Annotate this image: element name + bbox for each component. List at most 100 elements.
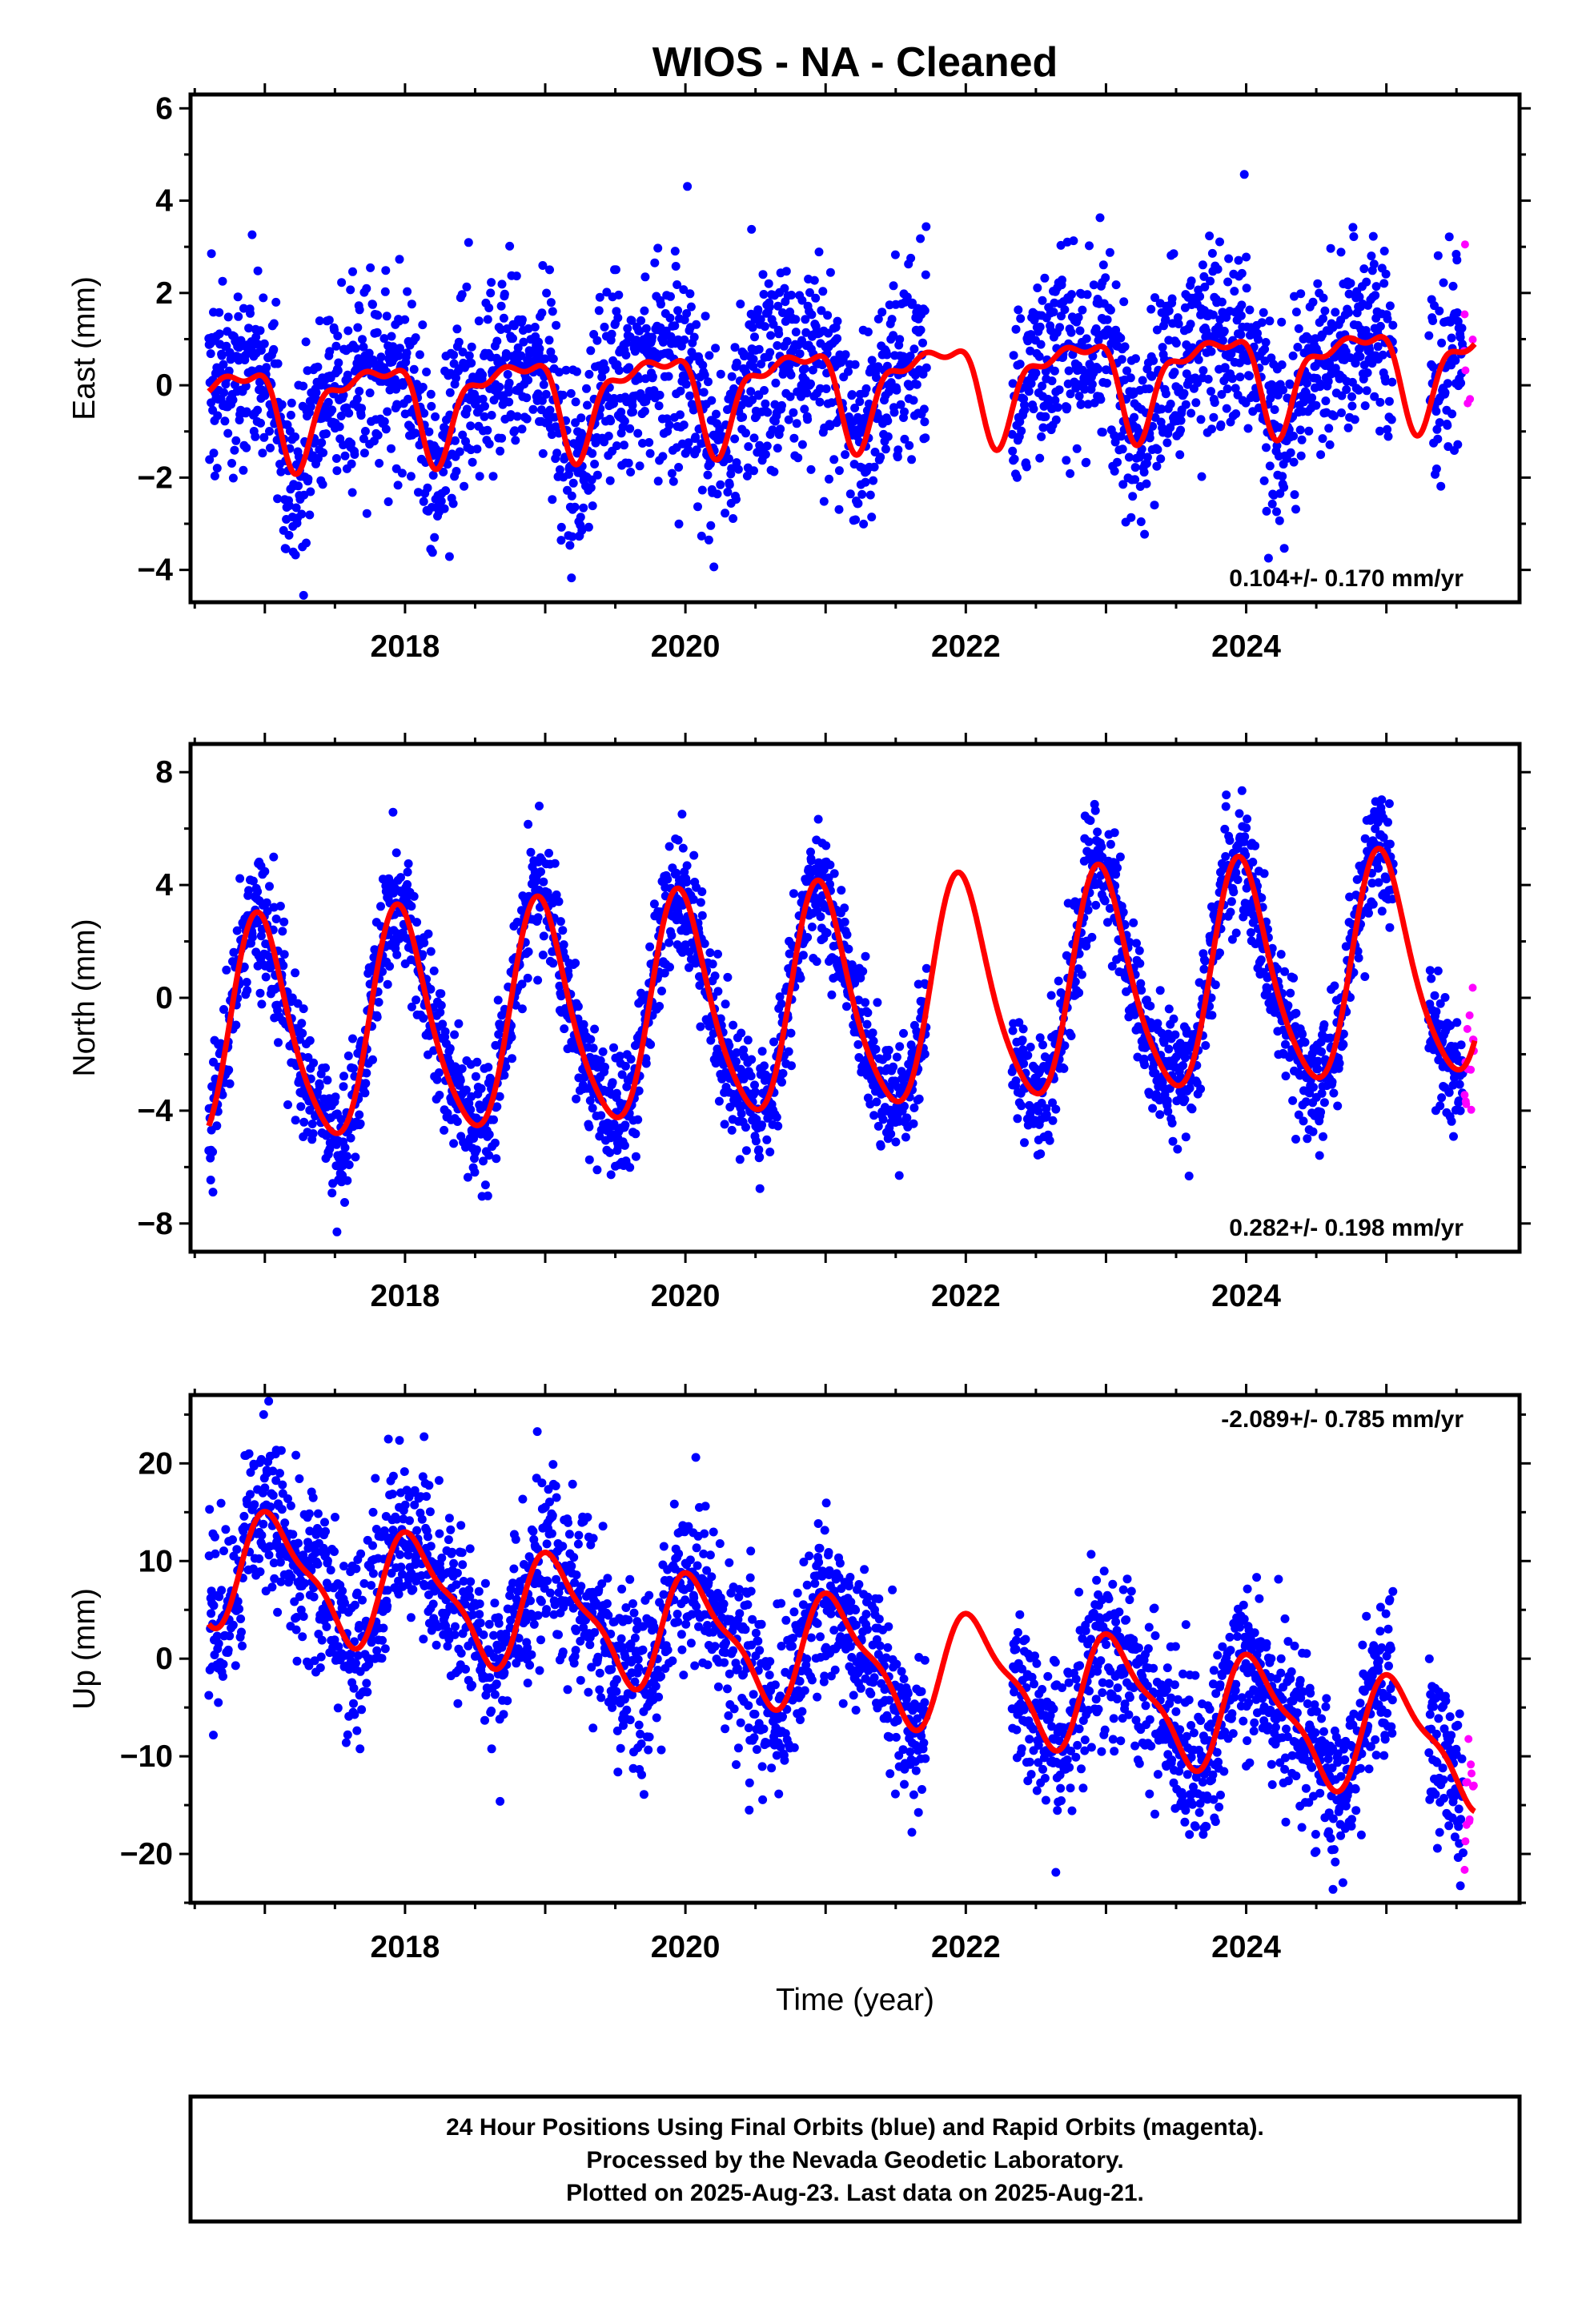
final-orbit-point bbox=[539, 877, 548, 887]
final-orbit-point bbox=[558, 390, 568, 400]
final-orbit-point bbox=[1146, 1001, 1155, 1011]
final-orbit-point bbox=[452, 324, 462, 334]
final-orbit-point bbox=[1435, 306, 1444, 316]
final-orbit-point bbox=[1090, 806, 1100, 815]
final-orbit-point bbox=[1290, 490, 1299, 500]
final-orbit-point bbox=[666, 292, 675, 301]
final-orbit-point bbox=[1319, 314, 1327, 324]
final-orbit-point bbox=[504, 378, 514, 388]
final-orbit-point bbox=[281, 544, 291, 553]
final-orbit-point bbox=[1217, 390, 1227, 399]
final-orbit-point bbox=[812, 957, 821, 967]
final-orbit-point bbox=[665, 842, 674, 851]
final-orbit-point bbox=[821, 384, 831, 393]
final-orbit-point bbox=[335, 422, 344, 432]
final-orbit-point bbox=[920, 1049, 930, 1059]
final-orbit-point bbox=[325, 347, 335, 356]
final-orbit-point bbox=[723, 488, 733, 497]
final-orbit-point bbox=[1207, 1011, 1217, 1020]
final-orbit-point bbox=[212, 464, 222, 473]
final-orbit-point bbox=[255, 988, 265, 998]
final-orbit-point bbox=[741, 1123, 750, 1132]
final-orbit-point bbox=[692, 320, 701, 329]
final-orbit-point bbox=[1194, 355, 1203, 364]
final-orbit-point bbox=[1077, 400, 1086, 408]
final-orbit-point bbox=[550, 412, 560, 422]
final-orbit-point bbox=[594, 306, 604, 316]
final-orbit-point bbox=[212, 1121, 222, 1131]
final-orbit-point bbox=[795, 349, 805, 359]
final-orbit-point bbox=[665, 313, 675, 323]
final-orbit-point bbox=[522, 414, 532, 424]
final-orbit-point bbox=[383, 979, 392, 989]
final-orbit-point bbox=[1023, 1051, 1033, 1060]
final-orbit-point bbox=[573, 1002, 583, 1011]
final-orbit-point bbox=[305, 1035, 315, 1045]
final-orbit-point bbox=[1040, 273, 1050, 283]
final-orbit-point bbox=[1162, 438, 1172, 448]
x-tick-label: 2020 bbox=[651, 629, 721, 664]
final-orbit-point bbox=[1115, 852, 1125, 862]
final-orbit-point bbox=[406, 472, 416, 481]
final-orbit-point bbox=[1174, 320, 1183, 328]
final-orbit-point bbox=[1342, 385, 1351, 394]
final-orbit-point bbox=[418, 383, 428, 392]
final-orbit-point bbox=[1296, 451, 1306, 460]
final-orbit-point bbox=[892, 385, 901, 395]
final-orbit-point bbox=[873, 314, 883, 324]
final-orbit-point bbox=[1046, 991, 1056, 1000]
final-orbit-point bbox=[773, 1121, 783, 1131]
final-orbit-point bbox=[1453, 316, 1463, 326]
rapid-orbit-point bbox=[1466, 395, 1475, 404]
final-orbit-point bbox=[678, 843, 688, 853]
final-orbit-point bbox=[452, 1117, 462, 1126]
final-orbit-point bbox=[1265, 316, 1275, 326]
final-orbit-point bbox=[545, 265, 554, 275]
final-orbit-point bbox=[272, 436, 282, 444]
final-orbit-point bbox=[1279, 483, 1289, 492]
final-orbit-point bbox=[247, 230, 257, 239]
final-orbit-point bbox=[230, 445, 239, 455]
final-orbit-point bbox=[1186, 276, 1196, 286]
final-orbit-point bbox=[208, 1147, 218, 1156]
final-orbit-point bbox=[840, 917, 849, 927]
final-orbit-point bbox=[1152, 461, 1162, 471]
final-orbit-point bbox=[1254, 335, 1263, 344]
final-orbit-point bbox=[362, 283, 371, 293]
final-orbit-point bbox=[404, 859, 413, 868]
final-orbit-point bbox=[451, 436, 460, 445]
final-orbit-point bbox=[877, 308, 887, 317]
final-orbit-point bbox=[760, 322, 769, 332]
final-orbit-point bbox=[787, 1061, 796, 1071]
final-orbit-point bbox=[571, 397, 580, 407]
final-orbit-point bbox=[721, 509, 730, 518]
final-orbit-point bbox=[732, 495, 741, 504]
final-orbit-point bbox=[822, 928, 832, 938]
final-orbit-point bbox=[853, 1039, 863, 1049]
final-orbit-point bbox=[430, 533, 440, 542]
final-orbit-point bbox=[244, 886, 254, 895]
final-orbit-point bbox=[1074, 988, 1084, 998]
x-tick-label: 2018 bbox=[371, 629, 440, 664]
final-orbit-point bbox=[1136, 517, 1146, 526]
final-orbit-point bbox=[1381, 376, 1391, 386]
final-orbit-point bbox=[754, 344, 764, 354]
final-orbit-point bbox=[753, 305, 763, 315]
final-orbit-point bbox=[747, 224, 757, 234]
final-orbit-point bbox=[440, 1125, 449, 1135]
final-orbit-point bbox=[539, 380, 548, 389]
final-orbit-point bbox=[571, 959, 580, 968]
final-orbit-point bbox=[504, 397, 514, 407]
final-orbit-point bbox=[1038, 423, 1048, 432]
final-orbit-point bbox=[360, 427, 370, 436]
final-orbit-point bbox=[426, 389, 436, 399]
final-orbit-point bbox=[1444, 232, 1454, 242]
final-orbit-point bbox=[709, 562, 719, 572]
final-orbit-point bbox=[1361, 326, 1371, 336]
final-orbit-point bbox=[452, 373, 460, 383]
final-orbit-point bbox=[889, 1062, 898, 1072]
final-orbit-point bbox=[769, 320, 778, 329]
final-orbit-point bbox=[548, 959, 558, 968]
final-orbit-point bbox=[407, 902, 416, 911]
final-orbit-point bbox=[257, 999, 267, 1009]
